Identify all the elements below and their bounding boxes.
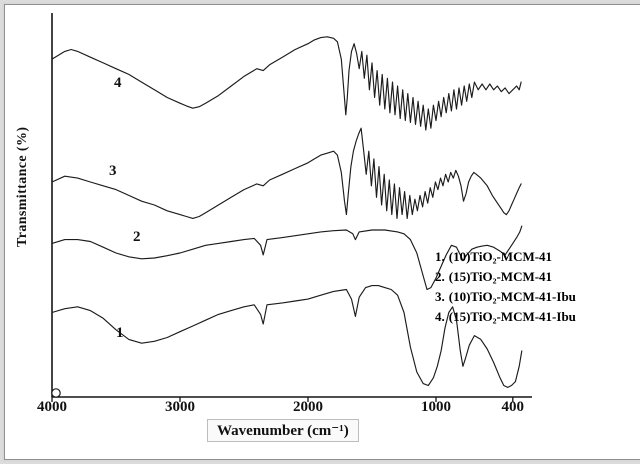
x-tick-label-400: 400 (501, 399, 525, 415)
ftir-spectra-canvas (51, 13, 532, 402)
x-tick-label-4000: 4000 (37, 399, 67, 415)
legend-item: 4. (15)TiO₂-MCM-41-Ibu (435, 307, 576, 327)
legend-item-label: (15)TiO₂-MCM-41-Ibu (448, 309, 576, 324)
x-tick-label-3000: 3000 (165, 399, 195, 415)
legend-item-number: 3. (435, 289, 445, 304)
legend-item: 3. (10)TiO₂-MCM-41-Ibu (435, 287, 576, 307)
legend-item-number: 4. (435, 309, 445, 324)
legend-item-label: (10)TiO₂-MCM-41-Ibu (448, 289, 576, 304)
spectrum-curve-3 (51, 127, 522, 219)
y-axis-label: Transmittance (%) (15, 126, 30, 247)
legend-item-number: 1. (435, 249, 445, 264)
legend-item-number: 2. (435, 269, 445, 284)
curve-label-4: 4 (114, 75, 122, 91)
spectrum-curve-1 (51, 285, 523, 388)
curve-label-2: 2 (133, 229, 141, 245)
x-tick-label-1000: 1000 (421, 399, 451, 415)
x-tick-label-2000: 2000 (293, 399, 323, 415)
spectrum-curve-4 (51, 36, 522, 131)
legend: 1. (10)TiO₂-MCM-41 2. (15)TiO₂-MCM-41 3. (1… (435, 247, 576, 327)
legend-item-label: (15)TiO₂-MCM-41 (448, 269, 553, 284)
curve-label-3: 3 (109, 163, 117, 179)
x-axis-label: Wavenumber (cm⁻¹) (207, 419, 359, 442)
legend-item: 2. (15)TiO₂-MCM-41 (435, 267, 576, 287)
spectrum-curve-2 (51, 225, 523, 291)
origin-marker (51, 388, 61, 398)
legend-item: 1. (10)TiO₂-MCM-41 (435, 247, 576, 267)
curve-label-1: 1 (116, 325, 124, 341)
legend-item-label: (10)TiO₂-MCM-41 (448, 249, 553, 264)
